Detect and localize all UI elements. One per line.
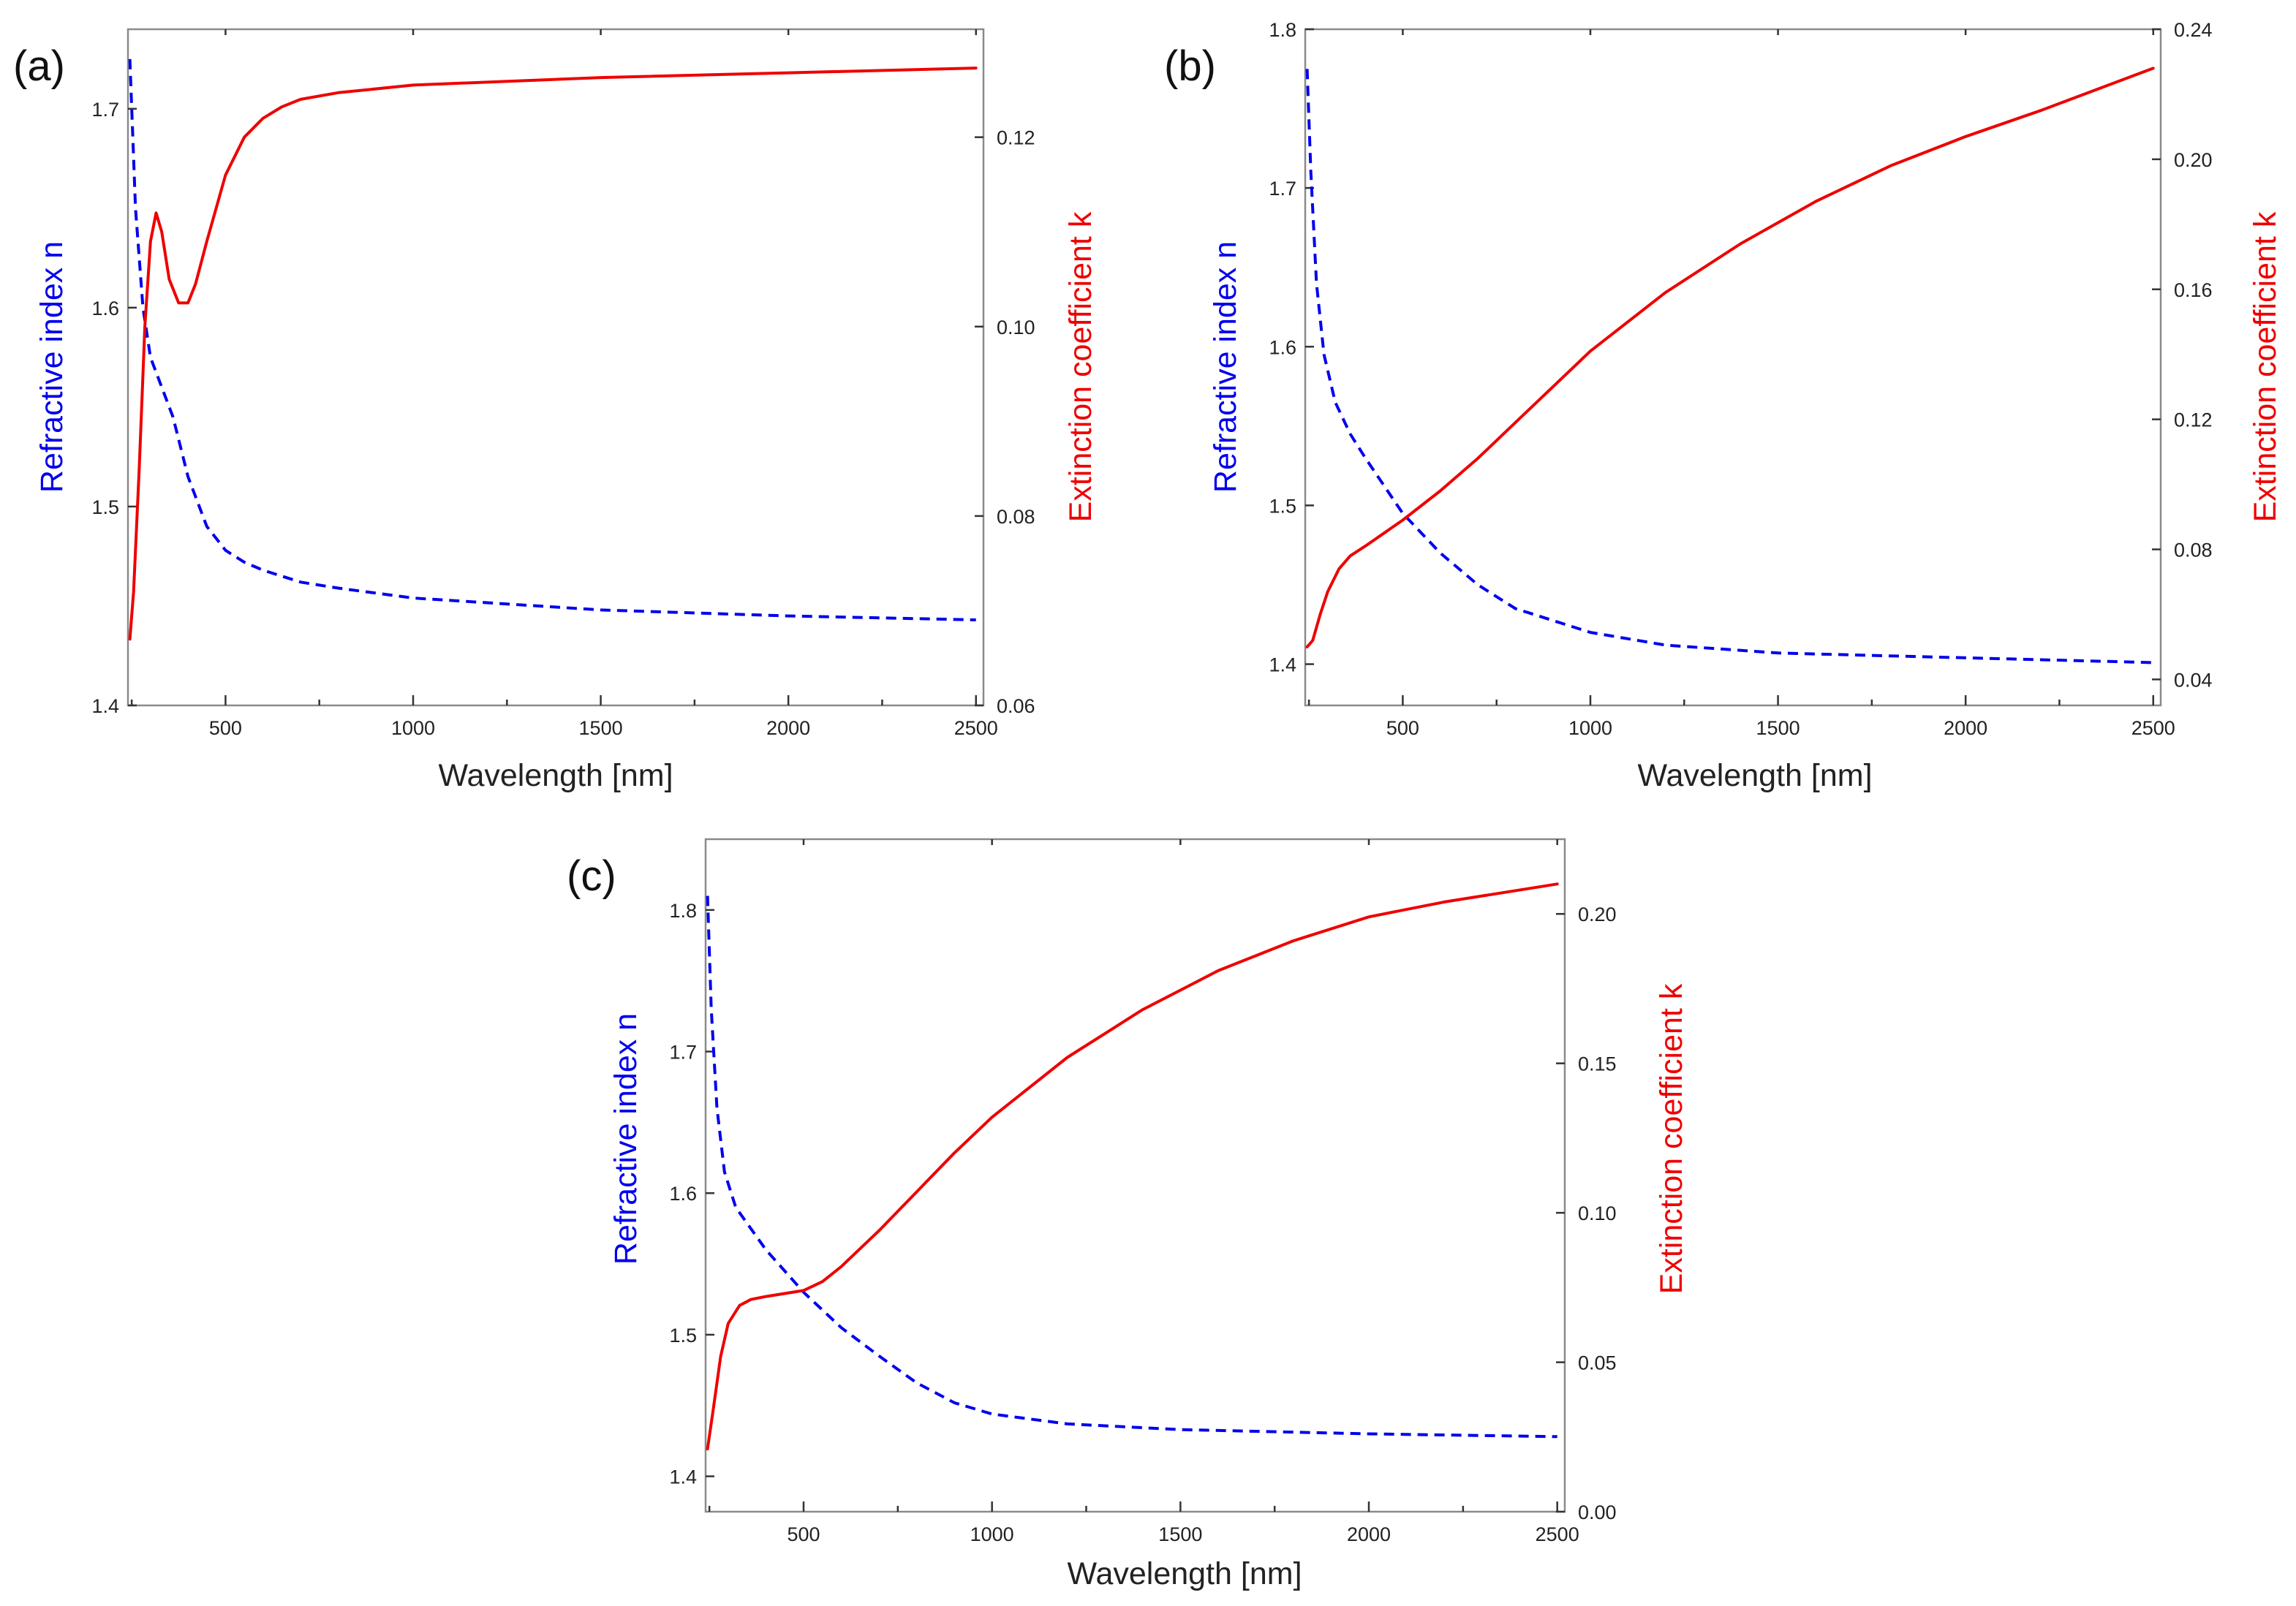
x-tick-label: 1500 (579, 717, 623, 739)
y-left-tick-label: 1.6 (91, 298, 119, 319)
y-right-tick-label: 0.10 (997, 317, 1035, 338)
series-refractive-index-n (128, 58, 976, 621)
y-right-tick-label: 0.05 (1578, 1352, 1617, 1374)
y-left-tick-label: 1.7 (1269, 178, 1296, 200)
y-right-tick-label: 0.08 (997, 506, 1035, 528)
y-axis-title-left: Refractive index n (1208, 241, 1243, 493)
series-group (128, 58, 978, 641)
x-tick-label: 2000 (1347, 1523, 1391, 1545)
plot-frame (126, 28, 985, 707)
x-tick-label: 1000 (970, 1523, 1014, 1545)
x-axis-title: Wavelength [nm] (1637, 758, 1872, 793)
series-extinction-coefficient-k (128, 67, 978, 641)
y-left-tick-label: 1.8 (1269, 19, 1296, 41)
plot-frame (704, 838, 1566, 1513)
y-axis-title-left: Refractive index n (608, 1013, 643, 1265)
x-tick-label: 500 (1386, 717, 1419, 739)
y-right-tick-label: 0.04 (2174, 669, 2213, 691)
y-left-tick-label: 1.7 (669, 1042, 697, 1064)
x-tick-label: 1000 (1568, 717, 1612, 739)
x-tick-label: 2000 (766, 717, 810, 739)
panel-label: (a) (13, 42, 65, 90)
x-axis-title: Wavelength [nm] (438, 758, 673, 793)
y-left-tick-label: 1.6 (1269, 336, 1296, 358)
y-left-tick-label: 1.4 (91, 695, 119, 717)
x-tick-label: 2500 (954, 717, 998, 739)
x-tick-label: 2500 (1536, 1523, 1579, 1545)
y-right-tick-label: 0.06 (997, 695, 1035, 717)
y-right-tick-label: 0.08 (2174, 539, 2213, 561)
series-group (706, 882, 1559, 1451)
y-right-tick-label: 0.10 (1578, 1202, 1617, 1224)
x-tick-label: 2000 (1944, 717, 1987, 739)
plot-frame (1304, 28, 2162, 707)
panel-b: 500 1000 1500 2000 2500 1.4 1.5 1.6 1.7 1.8 0.04 0.… (1164, 19, 2283, 793)
y-left-tick-label: 1.6 (669, 1183, 697, 1205)
y-left-tick-label: 1.4 (669, 1466, 697, 1488)
panel-label: (c) (567, 852, 616, 900)
y-left-tick-label: 1.5 (669, 1325, 697, 1346)
series-extinction-coefficient-k (1305, 67, 2155, 648)
tick-group: 500 1000 1500 2000 2500 1.4 1.5 1.6 1.7 1.8 0.04 0.… (1269, 19, 2212, 739)
y-left-tick-label: 1.5 (91, 496, 119, 518)
y-left-tick-label: 1.8 (669, 900, 697, 922)
x-axis-title: Wavelength [nm] (1067, 1556, 1302, 1591)
panel-a: 500 1000 1500 2000 2500 1.4 1.5 1.6 1.7 0.06 0.08 0… (13, 28, 1098, 793)
y-axis-title-right: Extinction coefficient k (1063, 211, 1098, 522)
y-right-tick-label: 0.12 (2174, 409, 2213, 431)
y-right-tick-label: 0.20 (2174, 149, 2213, 171)
tick-group: 500 1000 1500 2000 2500 1.4 1.5 1.6 1.7 1.8 0.00 0.… (669, 839, 1617, 1545)
y-right-tick-label: 0.24 (2174, 19, 2213, 41)
x-tick-label: 1500 (1756, 717, 1800, 739)
x-tick-label: 500 (787, 1523, 820, 1545)
y-axis-title-right: Extinction coefficient k (2248, 211, 2283, 522)
x-tick-label: 1000 (391, 717, 435, 739)
tick-group: 500 1000 1500 2000 2500 1.4 1.5 1.6 1.7 0.06 0.08 0… (91, 29, 1035, 739)
panel-c: 500 1000 1500 2000 2500 1.4 1.5 1.6 1.7 1.8 0.00 0.… (567, 838, 1689, 1591)
y-right-tick-label: 0.16 (2174, 279, 2213, 301)
series-refractive-index-n (706, 895, 1557, 1439)
x-tick-label: 500 (209, 717, 242, 739)
y-right-tick-label: 0.00 (1578, 1501, 1617, 1523)
panel-label: (b) (1164, 42, 1216, 90)
y-left-tick-label: 1.7 (91, 99, 119, 121)
y-right-tick-label: 0.15 (1578, 1053, 1617, 1075)
y-left-tick-label: 1.4 (1269, 654, 1296, 676)
series-extinction-coefficient-k (706, 882, 1559, 1451)
series-refractive-index-n (1305, 69, 2153, 664)
y-axis-title-left: Refractive index n (34, 241, 69, 493)
x-tick-label: 1500 (1158, 1523, 1202, 1545)
series-group (1305, 67, 2155, 664)
y-axis-title-right: Extinction coefficient k (1654, 983, 1689, 1294)
x-tick-label: 2500 (2131, 717, 2175, 739)
y-right-tick-label: 0.12 (997, 127, 1035, 149)
y-left-tick-label: 1.5 (1269, 495, 1296, 517)
y-right-tick-label: 0.20 (1578, 904, 1617, 925)
